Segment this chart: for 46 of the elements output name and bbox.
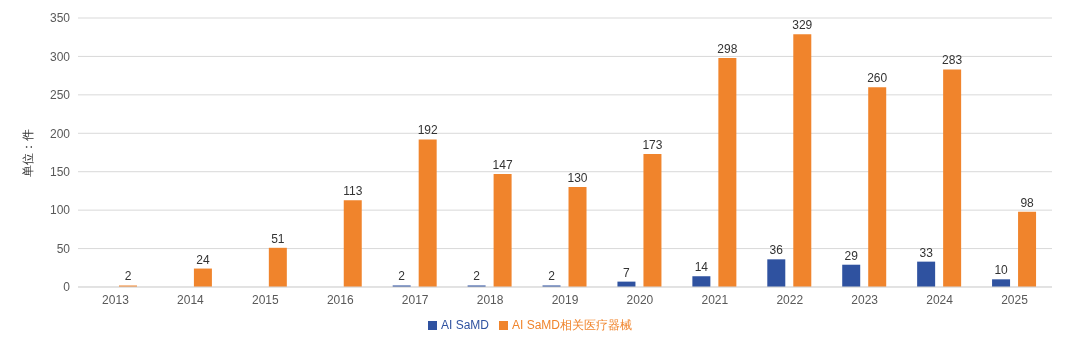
data-label: 2 (398, 269, 406, 284)
data-label: 113 (343, 184, 363, 199)
x-tick-label: 2023 (851, 292, 879, 307)
legend-label: AI SaMD相关医疗器械 (512, 318, 633, 332)
x-tick-label: 2017 (401, 292, 429, 307)
x-tick-label: 2018 (476, 292, 504, 307)
y-axis-title: 单位：件 (21, 128, 36, 177)
x-tick-label: 2022 (776, 292, 804, 307)
data-label: 24 (196, 252, 210, 267)
data-label: 329 (792, 18, 813, 33)
data-label: 260 (867, 71, 888, 86)
data-label: 7 (623, 265, 631, 280)
y-tick-label: 150 (49, 164, 71, 179)
y-tick-label: 0 (63, 280, 71, 295)
x-tick-label: 2020 (626, 292, 654, 307)
data-label: 51 (271, 231, 285, 246)
y-tick-label: 50 (56, 241, 71, 256)
x-tick-label: 2025 (1001, 292, 1029, 307)
data-label: 173 (642, 138, 663, 153)
data-label: 10 (994, 263, 1009, 278)
data-label: 33 (919, 245, 934, 260)
data-label: 192 (417, 123, 439, 138)
data-label: 98 (1020, 195, 1035, 210)
data-label: 298 (717, 41, 738, 56)
data-label: 130 (567, 171, 588, 186)
x-tick-label: 2024 (926, 292, 954, 307)
data-label: 14 (694, 260, 709, 275)
y-tick-label: 350 (49, 11, 71, 26)
data-label: 147 (492, 158, 513, 173)
data-label: 36 (769, 243, 784, 258)
data-label: 2 (124, 269, 132, 284)
x-tick-label: 2016 (326, 292, 354, 307)
y-tick-label: 300 (49, 49, 71, 64)
x-tick-label: 2014 (177, 292, 205, 307)
x-tick-label: 2013 (102, 292, 130, 307)
y-tick-label: 200 (49, 126, 71, 141)
data-label: 283 (942, 53, 963, 68)
x-tick-label: 2021 (701, 292, 729, 307)
y-tick-label: 250 (49, 88, 71, 103)
legend-label: AI SaMD (440, 318, 489, 332)
data-label: 2 (548, 269, 556, 284)
x-tick-label: 2015 (251, 292, 279, 307)
data-label: 2 (473, 269, 481, 284)
x-tick-label: 2019 (551, 292, 579, 307)
y-tick-label: 100 (49, 203, 71, 218)
data-label: 29 (844, 248, 859, 263)
